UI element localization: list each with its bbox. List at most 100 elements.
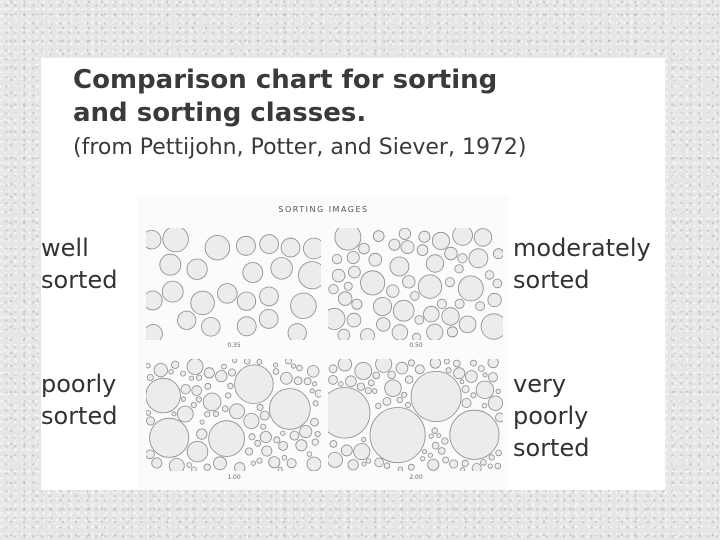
grain-circle <box>146 324 163 340</box>
grain-circle <box>312 381 318 387</box>
grain-circle <box>442 456 449 464</box>
grain-circle <box>482 372 488 378</box>
grain-circle <box>465 370 478 383</box>
grain-circle <box>384 379 402 397</box>
grain-circle <box>161 280 184 303</box>
grain-circle <box>254 439 262 447</box>
grain-circle <box>452 228 473 246</box>
grain-circle <box>309 388 315 394</box>
grain-circle <box>453 359 461 368</box>
grain-circle <box>259 410 270 421</box>
grain-circle <box>286 458 297 469</box>
grain-circle <box>153 363 168 378</box>
grain-circle <box>245 447 254 456</box>
grain-circle <box>412 332 422 340</box>
label-line: sorted <box>513 434 590 462</box>
grain-circle <box>392 299 415 322</box>
grain-circle <box>475 301 486 312</box>
grain-circle <box>337 359 352 372</box>
grain-circle <box>369 407 426 464</box>
grain-circle <box>190 402 197 409</box>
grain-circle <box>407 359 415 367</box>
grain-circle <box>480 459 487 466</box>
grain-circle <box>376 317 391 332</box>
grain-circle <box>347 459 359 471</box>
grain-circle <box>225 392 232 399</box>
grain-circle <box>189 375 195 381</box>
grain-circle <box>473 228 493 247</box>
grain-circle <box>296 364 303 372</box>
grain-circle <box>382 397 392 406</box>
grain-circle <box>400 240 415 255</box>
grain-circle <box>328 307 346 330</box>
grain-svg <box>146 228 321 340</box>
grain-circle <box>441 307 460 326</box>
grain-circle <box>445 367 452 374</box>
grain-circle <box>386 284 400 298</box>
grain-circle <box>361 461 367 467</box>
grain-circle <box>373 297 393 317</box>
grain-circle <box>457 253 468 264</box>
grain-circle <box>487 463 493 469</box>
grain-image-moderately-sorted <box>328 228 503 340</box>
grain-circle <box>306 451 313 457</box>
grain-circle <box>494 462 502 470</box>
grain-circle <box>495 449 502 457</box>
grain-circle <box>404 375 414 384</box>
grain-circle <box>470 392 477 399</box>
grain-circle <box>365 458 372 464</box>
grain-circle <box>346 250 360 264</box>
grain-circle <box>329 440 338 448</box>
grain-circle <box>229 403 245 420</box>
grain-circle <box>477 365 485 372</box>
panel-caption: SORTING IMAGES <box>278 205 369 214</box>
grain-circle <box>458 315 477 334</box>
grain-circle <box>277 466 283 471</box>
grain-circle <box>402 275 416 289</box>
grain-circle <box>176 405 194 423</box>
grain-circle <box>387 370 396 380</box>
grain-circle <box>340 444 353 457</box>
grain-circle <box>361 436 367 443</box>
grain-circle <box>243 359 251 365</box>
sorting-images-panel: SORTING IMAGES 0.35 0.50 1.00 2.00 <box>138 196 509 490</box>
grain-circle <box>487 292 502 308</box>
grain-circle <box>268 456 281 469</box>
grain-circle <box>259 286 279 307</box>
grain-circle <box>270 257 293 280</box>
grain-circle <box>280 430 286 436</box>
grain-circle <box>423 305 440 323</box>
grain-circle <box>215 370 228 383</box>
grain-circle <box>259 431 272 444</box>
grain-circle <box>149 417 190 458</box>
grain-circle <box>343 281 353 291</box>
title-line-2: and sorting classes. <box>73 98 367 128</box>
grain-circle <box>280 237 301 258</box>
grain-circle <box>431 427 438 434</box>
grain-circle <box>428 433 434 439</box>
grain-circle <box>256 359 263 365</box>
label-line: poorly <box>41 370 117 398</box>
grain-circle <box>146 416 155 426</box>
grain-circle <box>422 449 428 455</box>
grain-circle <box>146 363 151 369</box>
grain-circle <box>217 283 238 304</box>
label-line: moderately <box>513 234 651 262</box>
grain-circle <box>488 454 495 461</box>
grain-circle <box>436 298 448 309</box>
grain-circle <box>481 402 488 409</box>
grain-circle <box>484 270 495 280</box>
grain-circle <box>328 387 371 439</box>
grain-circle <box>312 400 319 407</box>
grain-circle <box>213 411 220 418</box>
grain-circle <box>196 428 208 440</box>
grain-circle <box>186 440 209 463</box>
grain-circle <box>186 258 208 280</box>
grain-circle <box>295 439 308 452</box>
grain-circle <box>273 362 279 368</box>
label-line: sorted <box>41 402 118 430</box>
grain-image-very-poorly-sorted <box>328 359 503 471</box>
grain-circle <box>303 237 321 260</box>
grain-circle <box>410 291 420 301</box>
grain-circle <box>487 395 503 411</box>
